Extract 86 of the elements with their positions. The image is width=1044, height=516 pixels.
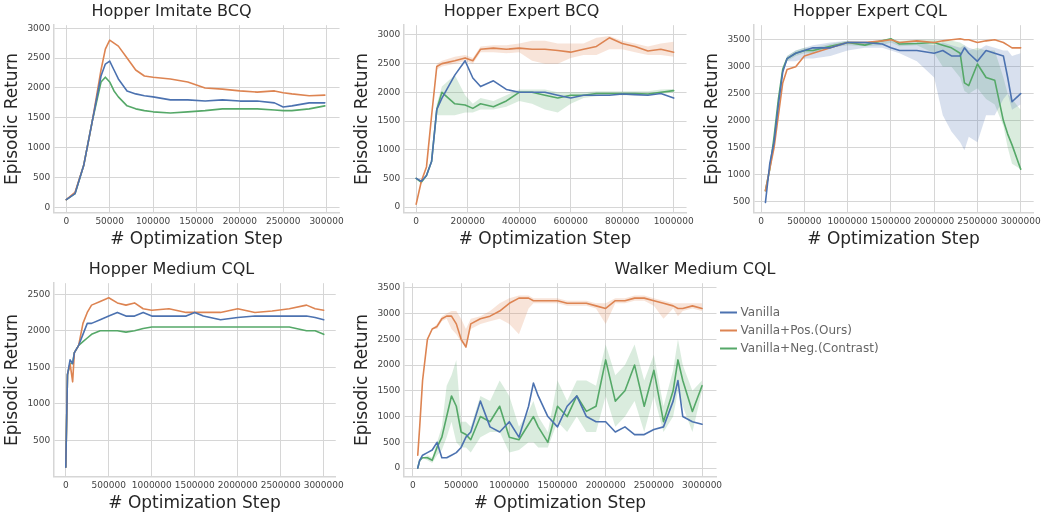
y-tick-label: 2000 — [377, 86, 401, 97]
x-tick-label: 1500000 — [537, 479, 578, 490]
x-tick-label: 1000000 — [489, 479, 530, 490]
x-tick-label: 1000000 — [653, 215, 694, 226]
y-axis-title: Episodic Return — [0, 52, 21, 186]
x-tick-label: 0 — [63, 215, 70, 226]
y-axis-title: Episodic Return — [350, 52, 371, 186]
x-tick-label: 3000000 — [303, 479, 345, 490]
chart-title: Walker Medium CQL — [614, 258, 776, 278]
x-tick-label: 2000000 — [585, 479, 626, 490]
y-tick-label: 1500 — [377, 385, 401, 396]
x-axis-title: # Optimization Step — [473, 492, 647, 513]
y-axis-title: Episodic Return — [350, 313, 371, 447]
y-tick-label: 0 — [394, 462, 401, 473]
x-tick-label: 1000000 — [827, 215, 868, 226]
y-tick-label: 500 — [383, 436, 401, 447]
x-tick-label: 100000 — [135, 215, 171, 226]
legend-label: Vanilla+Neg.(Contrast) — [740, 340, 879, 355]
x-tick-label: 2500000 — [260, 479, 302, 490]
x-tick-label: 1000000 — [131, 479, 173, 490]
y-tick-label: 2500 — [27, 52, 51, 63]
x-tick-label: 0 — [410, 479, 417, 490]
y-tick-label: 2500 — [377, 57, 401, 68]
chart-title: Hopper Imitate BCQ — [91, 0, 252, 20]
x-tick-label: 50000 — [95, 215, 125, 226]
x-tick-label: 1500000 — [174, 479, 216, 490]
y-tick-label: 1000 — [27, 142, 51, 153]
y-tick-label: 1500 — [27, 112, 51, 123]
x-tick-label: 400000 — [502, 215, 537, 226]
y-tick-label: 500 — [383, 172, 401, 183]
x-tick-label: 250000 — [266, 215, 301, 226]
x-tick-label: 200000 — [222, 215, 258, 226]
x-tick-label: 600000 — [553, 215, 589, 226]
x-tick-label: 2500000 — [633, 479, 675, 490]
y-axis-title: Episodic Return — [700, 52, 721, 186]
x-axis-title: # Optimization Step — [108, 492, 281, 513]
x-axis-title: # Optimization Step — [110, 228, 283, 249]
x-tick-label: 500000 — [787, 215, 822, 226]
y-tick-label: 1500 — [727, 141, 751, 152]
x-tick-label: 200000 — [450, 215, 486, 226]
y-tick-label: 3000 — [27, 22, 51, 33]
x-tick-label: 2000000 — [914, 215, 955, 226]
y-tick-label: 1000 — [727, 168, 751, 179]
x-tick-label: 1500000 — [870, 215, 912, 226]
y-axis-title: Episodic Return — [0, 313, 21, 447]
x-tick-label: 2000000 — [217, 479, 259, 490]
x-tick-label: 0 — [413, 215, 420, 226]
y-tick-label: 2000 — [27, 82, 51, 93]
y-tick-label: 1000 — [377, 144, 401, 155]
legend-label: Vanilla — [740, 304, 781, 319]
x-tick-label: 3000000 — [1000, 215, 1041, 226]
x-tick-label: 0 — [62, 479, 69, 490]
y-tick-label: 3000 — [377, 29, 401, 40]
x-tick-label: 2500000 — [957, 215, 998, 226]
chart-title: Hopper Expert CQL — [793, 0, 947, 20]
x-tick-label: 150000 — [179, 215, 214, 226]
x-tick-label: 3000000 — [682, 479, 723, 490]
x-axis-title: # Optimization Step — [458, 228, 632, 249]
x-axis-title: # Optimization Step — [807, 228, 980, 249]
y-tick-label: 2000 — [377, 359, 401, 370]
y-tick-label: 0 — [44, 201, 51, 212]
y-tick-label: 2000 — [727, 114, 751, 125]
y-tick-label: 500 — [33, 434, 51, 445]
y-tick-label: 2000 — [27, 325, 51, 336]
y-tick-label: 0 — [394, 201, 401, 212]
y-tick-label: 1500 — [377, 115, 401, 126]
y-tick-label: 2500 — [377, 333, 401, 344]
x-tick-label: 500000 — [443, 479, 479, 490]
y-tick-label: 3000 — [727, 61, 751, 72]
y-tick-label: 1000 — [27, 398, 51, 409]
y-tick-label: 3500 — [377, 282, 401, 293]
y-tick-label: 2500 — [727, 88, 751, 99]
y-tick-label: 1000 — [377, 410, 401, 421]
x-tick-label: 300000 — [309, 215, 344, 226]
x-tick-label: 0 — [758, 215, 765, 226]
y-tick-label: 500 — [733, 195, 751, 206]
legend-label: Vanilla+Pos.(Ours) — [740, 322, 852, 337]
chart-title: Hopper Medium CQL — [88, 258, 255, 278]
x-tick-label: 800000 — [605, 215, 640, 226]
y-tick-label: 3500 — [727, 34, 751, 45]
y-tick-label: 3000 — [377, 307, 401, 318]
y-tick-label: 1500 — [27, 361, 51, 372]
chart-title: Hopper Expert BCQ — [443, 0, 600, 20]
y-tick-label: 500 — [33, 171, 51, 182]
x-tick-label: 500000 — [91, 479, 127, 490]
y-tick-label: 2500 — [27, 288, 51, 299]
